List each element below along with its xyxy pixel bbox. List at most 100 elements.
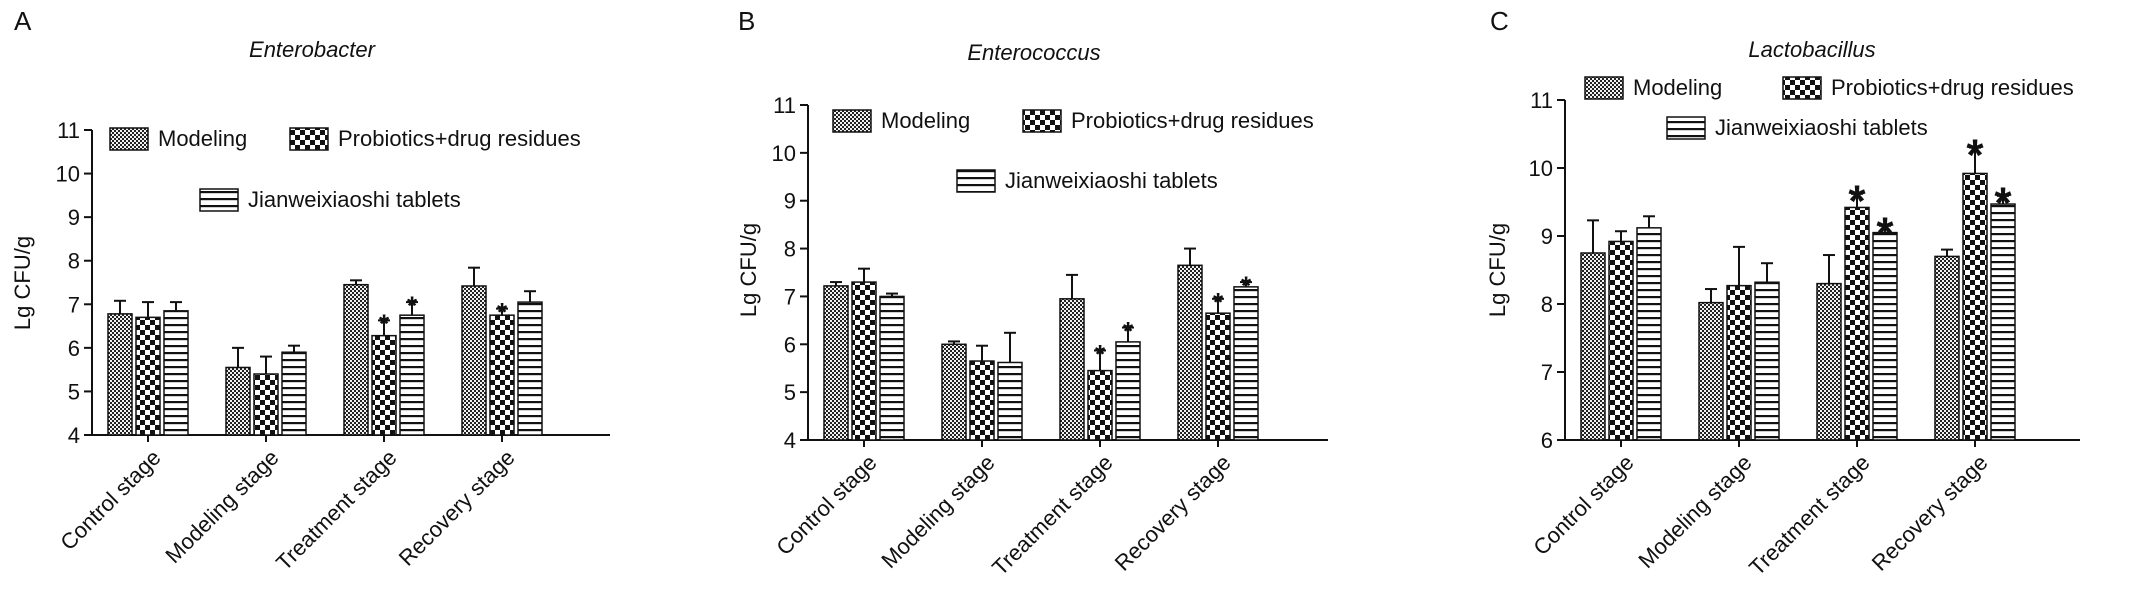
bar [343, 283, 369, 436]
x-tick-label: Treatment stage [271, 445, 401, 575]
y-tick-label: 5 [68, 379, 80, 404]
legend-label: Jianweixiaoshi tablets [248, 187, 461, 212]
bar [399, 314, 425, 436]
y-tick-label: 7 [1541, 360, 1553, 385]
bar [461, 285, 487, 436]
bar [997, 361, 1023, 441]
legend-swatch [832, 109, 872, 133]
y-tick-label: 9 [1541, 224, 1553, 249]
bar [163, 310, 189, 436]
significance-marker: * [1994, 179, 2012, 228]
legend-label: Jianweixiaoshi tablets [1715, 115, 1928, 140]
chart-title: Enterococcus [967, 40, 1100, 65]
bar [1726, 284, 1752, 441]
bar [517, 301, 543, 436]
y-tick-label: 10 [1529, 156, 1553, 181]
y-tick-label: 7 [68, 292, 80, 317]
y-tick-label: 8 [68, 249, 80, 274]
bar [1059, 298, 1085, 441]
bar [1816, 282, 1842, 441]
bar [107, 313, 133, 436]
bar [1636, 227, 1662, 441]
panel-label: B [738, 6, 755, 36]
y-tick-label: 8 [784, 237, 796, 262]
legend-swatch [1666, 116, 1706, 140]
x-tick-label: Recovery stage [1110, 450, 1236, 576]
panel-label: A [14, 6, 32, 36]
y-tick-label: 11 [773, 93, 796, 118]
legend-swatch [199, 188, 239, 212]
significance-marker: * [1966, 131, 1984, 180]
bar [1698, 301, 1724, 441]
bar [281, 351, 307, 436]
y-axis-label: Lg CFU/g [1485, 223, 1510, 317]
bar [1115, 341, 1141, 441]
x-tick-label: Recovery stage [394, 445, 520, 571]
chart-panel-c: C Lactobacillus Lg CFU/g 6 7 8 9 10 11 Control st… [1485, 6, 2080, 580]
bar [225, 366, 251, 436]
bar [1990, 203, 2016, 441]
bar [823, 285, 849, 441]
bar [941, 343, 967, 441]
y-tick-label: 8 [1541, 292, 1553, 317]
significance-marker: * [497, 297, 508, 327]
bar [253, 373, 279, 436]
y-tick-label: 6 [68, 336, 80, 361]
chart-panel-b: B Enterococcus Lg CFU/g 4 5 6 7 8 9 10 11 Control s… [736, 6, 1328, 580]
legend-swatch [1584, 76, 1624, 100]
bar [1580, 252, 1606, 441]
x-tick-label: Modeling stage [160, 445, 283, 568]
legend-swatch [289, 127, 329, 151]
y-tick-label: 11 [1530, 88, 1553, 113]
y-tick-label: 7 [784, 284, 796, 309]
legend-swatch [956, 169, 996, 193]
y-tick-label: 4 [68, 423, 80, 448]
legend-label: Probiotics+drug residues [1071, 108, 1314, 133]
bar [489, 314, 515, 436]
x-tick-label: Control stage [771, 450, 881, 560]
chart-title: Lactobacillus [1748, 37, 1875, 62]
legend-label: Modeling [881, 108, 970, 133]
y-tick-label: 6 [784, 332, 796, 357]
y-axis-label: Lg CFU/g [736, 223, 761, 317]
y-tick-label: 10 [56, 162, 80, 187]
bar [969, 360, 995, 441]
bar [1087, 369, 1113, 441]
bar [135, 316, 161, 436]
significance-marker: * [1123, 316, 1134, 346]
bar [1608, 240, 1634, 441]
bar [1177, 264, 1203, 441]
bar [1233, 286, 1259, 441]
y-tick-label: 9 [68, 205, 80, 230]
significance-marker: * [1241, 270, 1252, 300]
y-tick-label: 9 [784, 189, 796, 214]
x-tick-label: Treatment stage [1744, 450, 1874, 580]
y-tick-label: 4 [784, 428, 796, 453]
significance-marker: * [1213, 287, 1224, 317]
legend-swatch [109, 127, 149, 151]
legend-label: Jianweixiaoshi tablets [1005, 168, 1218, 193]
bar [1205, 312, 1231, 441]
bar [879, 295, 905, 441]
panel-label: C [1490, 6, 1509, 36]
y-tick-label: 5 [784, 380, 796, 405]
bar [1934, 255, 1960, 441]
x-tick-label: Modeling stage [1633, 450, 1756, 573]
significance-marker: * [1095, 339, 1106, 369]
x-tick-label: Modeling stage [876, 450, 999, 573]
bar [1872, 231, 1898, 441]
chart-title: Enterobacter [249, 37, 377, 62]
legend-swatch [1782, 76, 1822, 100]
significance-marker: * [1876, 209, 1894, 258]
bar [371, 334, 397, 436]
significance-marker: * [379, 309, 390, 339]
y-tick-label: 10 [772, 141, 796, 166]
bar [1844, 206, 1870, 441]
significance-marker: * [1848, 177, 1866, 226]
significance-marker: * [407, 290, 418, 320]
legend-label: Probiotics+drug residues [338, 126, 581, 151]
x-tick-label: Control stage [55, 445, 165, 555]
bar [851, 281, 877, 441]
bar [1754, 281, 1780, 441]
